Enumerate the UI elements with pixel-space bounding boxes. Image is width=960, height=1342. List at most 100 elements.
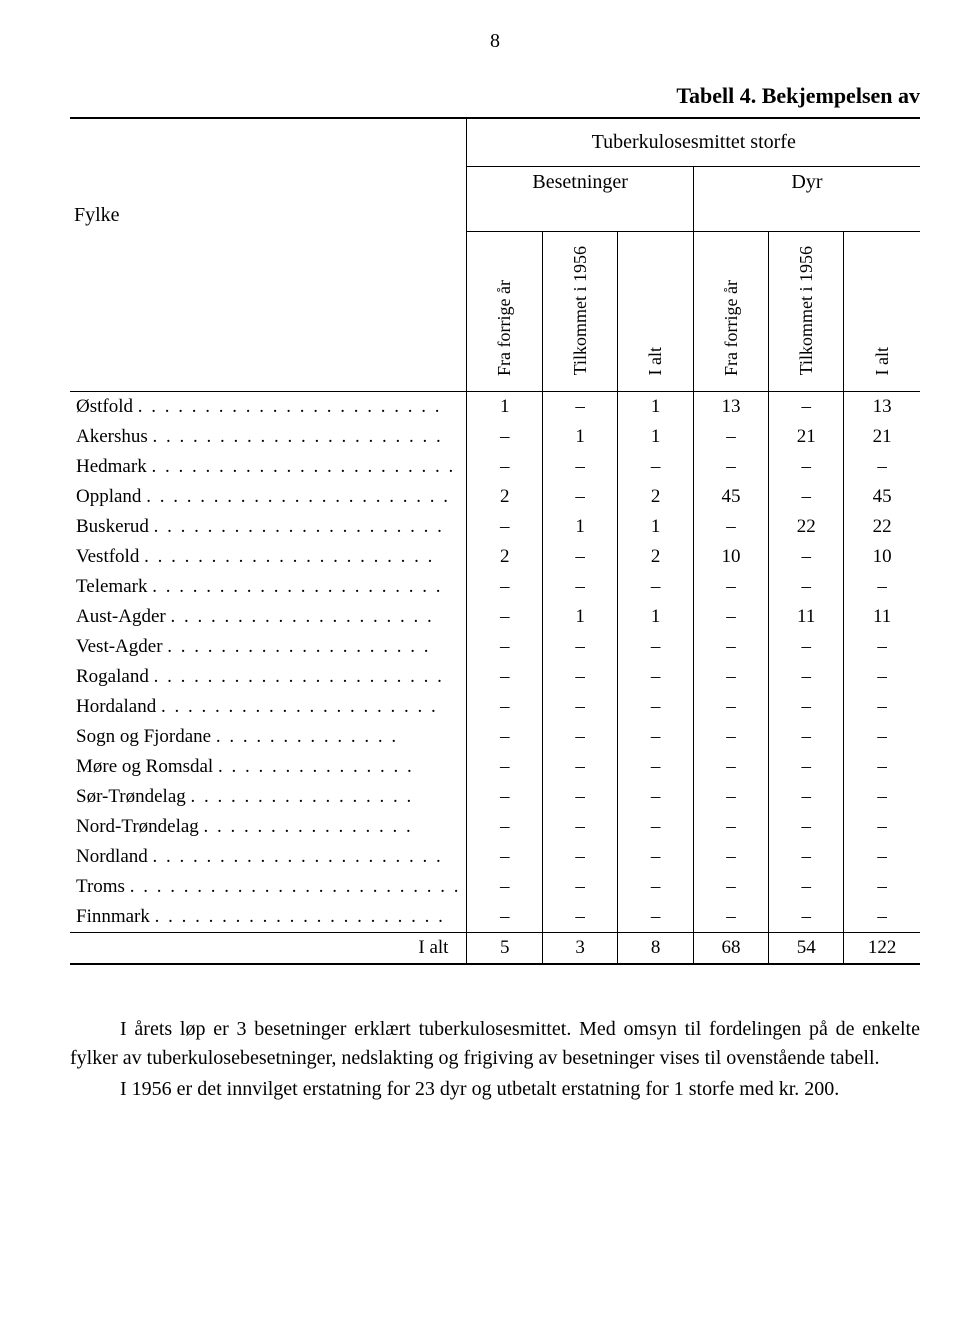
cell: 1: [467, 391, 542, 422]
cell: –: [844, 902, 920, 933]
table-row: Hedmark . . . . . . . . . . . . . . . . …: [70, 452, 920, 482]
colhead-bes-ialt: I alt: [618, 231, 693, 391]
cell: –: [542, 542, 617, 572]
cell: 45: [693, 482, 768, 512]
cell: –: [618, 902, 693, 933]
cell: –: [769, 452, 844, 482]
cell: –: [618, 632, 693, 662]
cell: 2: [467, 542, 542, 572]
cell: 1: [542, 422, 617, 452]
row-label: Nordland . . . . . . . . . . . . . . . .…: [70, 842, 467, 872]
colhead-dyr-fra: Fra forrige år: [693, 231, 768, 391]
table-row: Møre og Romsdal . . . . . . . . . . . . …: [70, 752, 920, 782]
cell: –: [693, 572, 768, 602]
cell: –: [542, 452, 617, 482]
row-label: Telemark . . . . . . . . . . . . . . . .…: [70, 572, 467, 602]
cell: 1: [618, 391, 693, 422]
cell: –: [769, 632, 844, 662]
cell: –: [844, 812, 920, 842]
cell: –: [467, 452, 542, 482]
total-label: I alt: [70, 932, 467, 964]
row-label: Sogn og Fjordane . . . . . . . . . . . .…: [70, 722, 467, 752]
row-label: Rogaland . . . . . . . . . . . . . . . .…: [70, 662, 467, 692]
cell: 21: [769, 422, 844, 452]
section-header: Tuberkulosesmittet storfe: [467, 127, 920, 158]
cell: –: [618, 452, 693, 482]
colhead-bes-tilk: Tilkommet i 1956: [542, 231, 617, 391]
table-row: Oppland . . . . . . . . . . . . . . . . …: [70, 482, 920, 512]
total-c3: 8: [618, 932, 693, 964]
cell: –: [542, 662, 617, 692]
cell: –: [693, 692, 768, 722]
cell: –: [542, 391, 617, 422]
cell: 10: [844, 542, 920, 572]
cell: –: [467, 842, 542, 872]
cell: 22: [844, 512, 920, 542]
table-row: Buskerud . . . . . . . . . . . . . . . .…: [70, 512, 920, 542]
cell: –: [769, 391, 844, 422]
cell: –: [542, 632, 617, 662]
row-label: Hedmark . . . . . . . . . . . . . . . . …: [70, 452, 467, 482]
colhead-bes-fra: Fra forrige år: [467, 231, 542, 391]
cell: 1: [618, 512, 693, 542]
cell: –: [769, 752, 844, 782]
cell: –: [769, 692, 844, 722]
cell: –: [618, 662, 693, 692]
cell: –: [693, 812, 768, 842]
cell: –: [467, 752, 542, 782]
cell: –: [769, 662, 844, 692]
colhead-dyr-ialt: I alt: [844, 231, 920, 391]
cell: –: [769, 842, 844, 872]
data-table: Tuberkulosesmittet storfe Besetninger Dy…: [70, 117, 920, 965]
table-row: Finnmark . . . . . . . . . . . . . . . .…: [70, 902, 920, 933]
title-prefix: Tabell 4.: [676, 83, 756, 108]
cell: –: [844, 572, 920, 602]
cell: –: [844, 752, 920, 782]
cell: –: [769, 872, 844, 902]
cell: 21: [844, 422, 920, 452]
cell: –: [542, 752, 617, 782]
cell: 45: [844, 482, 920, 512]
table-row: Troms . . . . . . . . . . . . . . . . . …: [70, 872, 920, 902]
cell: –: [618, 722, 693, 752]
total-c2: 3: [542, 932, 617, 964]
cell: 10: [693, 542, 768, 572]
cell: –: [618, 752, 693, 782]
table-row: Østfold . . . . . . . . . . . . . . . . …: [70, 391, 920, 422]
cell: –: [467, 632, 542, 662]
cell: –: [467, 812, 542, 842]
cell: –: [542, 482, 617, 512]
cell: –: [542, 902, 617, 933]
cell: –: [618, 812, 693, 842]
cell: 2: [618, 482, 693, 512]
cell: –: [618, 782, 693, 812]
cell: –: [844, 872, 920, 902]
group-dyr: Dyr: [693, 167, 920, 199]
cell: –: [467, 572, 542, 602]
cell: –: [844, 782, 920, 812]
total-c1: 5: [467, 932, 542, 964]
table-row: Sør-Trøndelag . . . . . . . . . . . . . …: [70, 782, 920, 812]
table-row: Akershus . . . . . . . . . . . . . . . .…: [70, 422, 920, 452]
cell: –: [618, 572, 693, 602]
cell: –: [693, 872, 768, 902]
cell: –: [769, 542, 844, 572]
cell: 13: [844, 391, 920, 422]
cell: –: [769, 572, 844, 602]
cell: –: [693, 782, 768, 812]
cell: –: [542, 812, 617, 842]
cell: –: [542, 872, 617, 902]
cell: 1: [542, 512, 617, 542]
row-label: Østfold . . . . . . . . . . . . . . . . …: [70, 391, 467, 422]
cell: –: [769, 902, 844, 933]
colhead-dyr-tilk: Tilkommet i 1956: [769, 231, 844, 391]
body-text: I årets løp er 3 besetninger erklært tub…: [70, 1015, 920, 1104]
cell: –: [769, 722, 844, 752]
cell: –: [693, 512, 768, 542]
table-row: Nordland . . . . . . . . . . . . . . . .…: [70, 842, 920, 872]
row-label: Hordaland . . . . . . . . . . . . . . . …: [70, 692, 467, 722]
cell: –: [618, 692, 693, 722]
table-row: Vestfold . . . . . . . . . . . . . . . .…: [70, 542, 920, 572]
cell: –: [844, 452, 920, 482]
cell: –: [542, 572, 617, 602]
